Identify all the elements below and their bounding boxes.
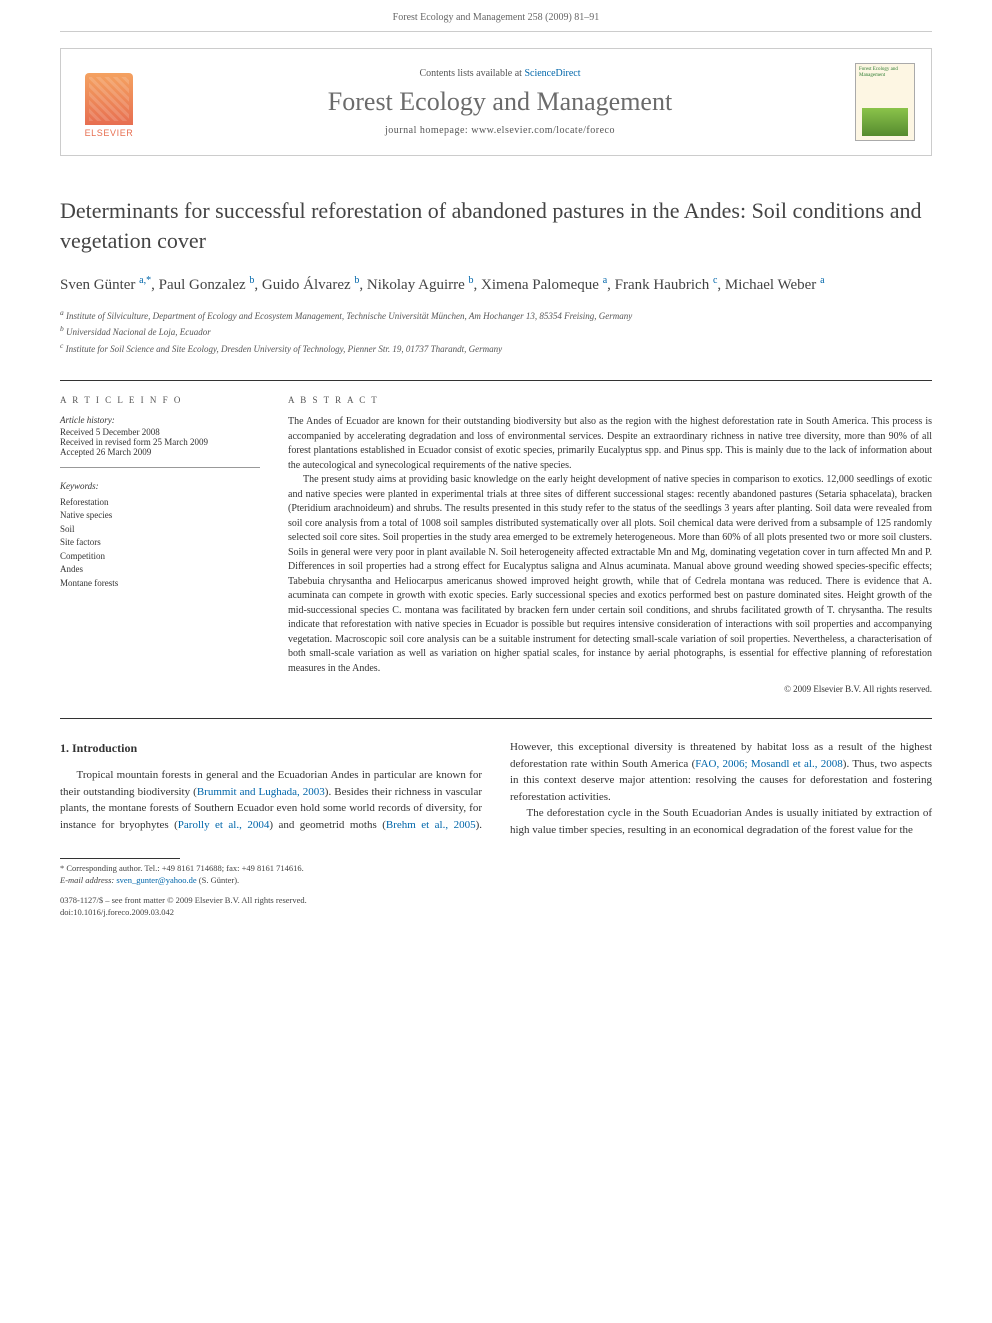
citation-link[interactable]: Brehm et al., 2005 bbox=[386, 819, 476, 831]
abstract-p1: The Andes of Ecuador are known for their… bbox=[288, 415, 932, 473]
affiliation-a: a Institute of Silviculture, Department … bbox=[60, 307, 932, 324]
affiliation-a-text: Institute of Silviculture, Department of… bbox=[66, 311, 632, 321]
journal-banner: ELSEVIER Contents lists available at Sci… bbox=[60, 48, 932, 156]
history-revised: Received in revised form 25 March 2009 bbox=[60, 437, 260, 447]
article-frontmatter: Determinants for successful reforestatio… bbox=[60, 196, 932, 694]
citation-link[interactable]: Parolly et al., 2004 bbox=[178, 819, 270, 831]
abstract-copyright: © 2009 Elsevier B.V. All rights reserved… bbox=[288, 684, 932, 694]
contents-prefix: Contents lists available at bbox=[419, 68, 524, 79]
doi-line: doi:10.1016/j.foreco.2009.03.042 bbox=[60, 907, 482, 919]
thumb-image-icon bbox=[862, 108, 908, 136]
section-heading-intro: 1. Introduction bbox=[60, 739, 482, 757]
footnote-right bbox=[510, 858, 932, 919]
thumb-title: Forest Ecology and Management bbox=[856, 64, 914, 81]
history-label: Article history: bbox=[60, 415, 260, 425]
body-paragraph: The deforestation cycle in the South Ecu… bbox=[510, 805, 932, 838]
elsevier-tree-icon bbox=[85, 73, 133, 125]
article-info-heading: A R T I C L E I N F O bbox=[60, 395, 260, 405]
citation-link[interactable]: Brummit and Lughada, 2003 bbox=[197, 786, 325, 798]
contents-available-line: Contents lists available at ScienceDirec… bbox=[161, 68, 839, 79]
homepage-prefix: journal homepage: bbox=[385, 125, 471, 136]
keyword: Reforestation bbox=[60, 496, 260, 510]
elsevier-logo: ELSEVIER bbox=[77, 66, 141, 138]
section-divider bbox=[60, 718, 932, 719]
email-label: E-mail address: bbox=[60, 875, 114, 885]
keyword: Native species bbox=[60, 509, 260, 523]
issn-line: 0378-1127/$ – see front matter © 2009 El… bbox=[60, 895, 482, 907]
citation-link[interactable]: FAO, 2006; Mosandl et al., 2008 bbox=[695, 758, 843, 770]
keywords-block: Keywords: Reforestation Native species S… bbox=[60, 480, 260, 590]
article-info-sidebar: A R T I C L E I N F O Article history: R… bbox=[60, 395, 260, 694]
keyword: Competition bbox=[60, 550, 260, 564]
article-body: 1. Introduction Tropical mountain forest… bbox=[60, 739, 932, 838]
affiliation-list: a Institute of Silviculture, Department … bbox=[60, 307, 932, 357]
abstract-p2: The present study aims at providing basi… bbox=[288, 473, 932, 676]
footnote-rule bbox=[60, 858, 180, 859]
meta-row: A R T I C L E I N F O Article history: R… bbox=[60, 380, 932, 694]
email-suffix: (S. Günter). bbox=[199, 875, 239, 885]
affiliation-c-text: Institute for Soil Science and Site Ecol… bbox=[66, 344, 503, 354]
journal-cover-thumbnail: Forest Ecology and Management bbox=[855, 63, 915, 141]
journal-homepage-line: journal homepage: www.elsevier.com/locat… bbox=[161, 125, 839, 136]
keyword: Montane forests bbox=[60, 577, 260, 591]
affiliation-c: c Institute for Soil Science and Site Ec… bbox=[60, 340, 932, 357]
homepage-url[interactable]: www.elsevier.com/locate/foreco bbox=[471, 125, 615, 136]
running-header: Forest Ecology and Management 258 (2009)… bbox=[60, 0, 932, 32]
journal-name: Forest Ecology and Management bbox=[161, 87, 839, 117]
keyword: Site factors bbox=[60, 536, 260, 550]
history-accepted: Accepted 26 March 2009 bbox=[60, 447, 260, 457]
abstract-block: A B S T R A C T The Andes of Ecuador are… bbox=[288, 395, 932, 694]
sciencedirect-link[interactable]: ScienceDirect bbox=[524, 68, 580, 79]
footnote-block: * Corresponding author. Tel.: +49 8161 7… bbox=[60, 858, 932, 919]
article-title: Determinants for successful reforestatio… bbox=[60, 196, 932, 255]
elsevier-label: ELSEVIER bbox=[85, 128, 134, 138]
history-received: Received 5 December 2008 bbox=[60, 427, 260, 437]
keywords-label: Keywords: bbox=[60, 480, 260, 494]
affiliation-b-text: Universidad Nacional de Loja, Ecuador bbox=[66, 327, 211, 337]
corresponding-email-line: E-mail address: sven_gunter@yahoo.de (S.… bbox=[60, 875, 482, 887]
footnote-left: * Corresponding author. Tel.: +49 8161 7… bbox=[60, 858, 482, 919]
affiliation-b: b Universidad Nacional de Loja, Ecuador bbox=[60, 323, 932, 340]
abstract-heading: A B S T R A C T bbox=[288, 395, 932, 405]
corresponding-author: * Corresponding author. Tel.: +49 8161 7… bbox=[60, 863, 482, 875]
banner-center: Contents lists available at ScienceDirec… bbox=[161, 68, 839, 136]
keyword: Soil bbox=[60, 523, 260, 537]
header-citation: Forest Ecology and Management 258 (2009)… bbox=[393, 12, 600, 23]
author-list: Sven Günter a,*, Paul Gonzalez b, Guido … bbox=[60, 273, 932, 297]
keyword: Andes bbox=[60, 563, 260, 577]
article-history: Article history: Received 5 December 200… bbox=[60, 415, 260, 468]
email-link[interactable]: sven_gunter@yahoo.de bbox=[116, 875, 196, 885]
